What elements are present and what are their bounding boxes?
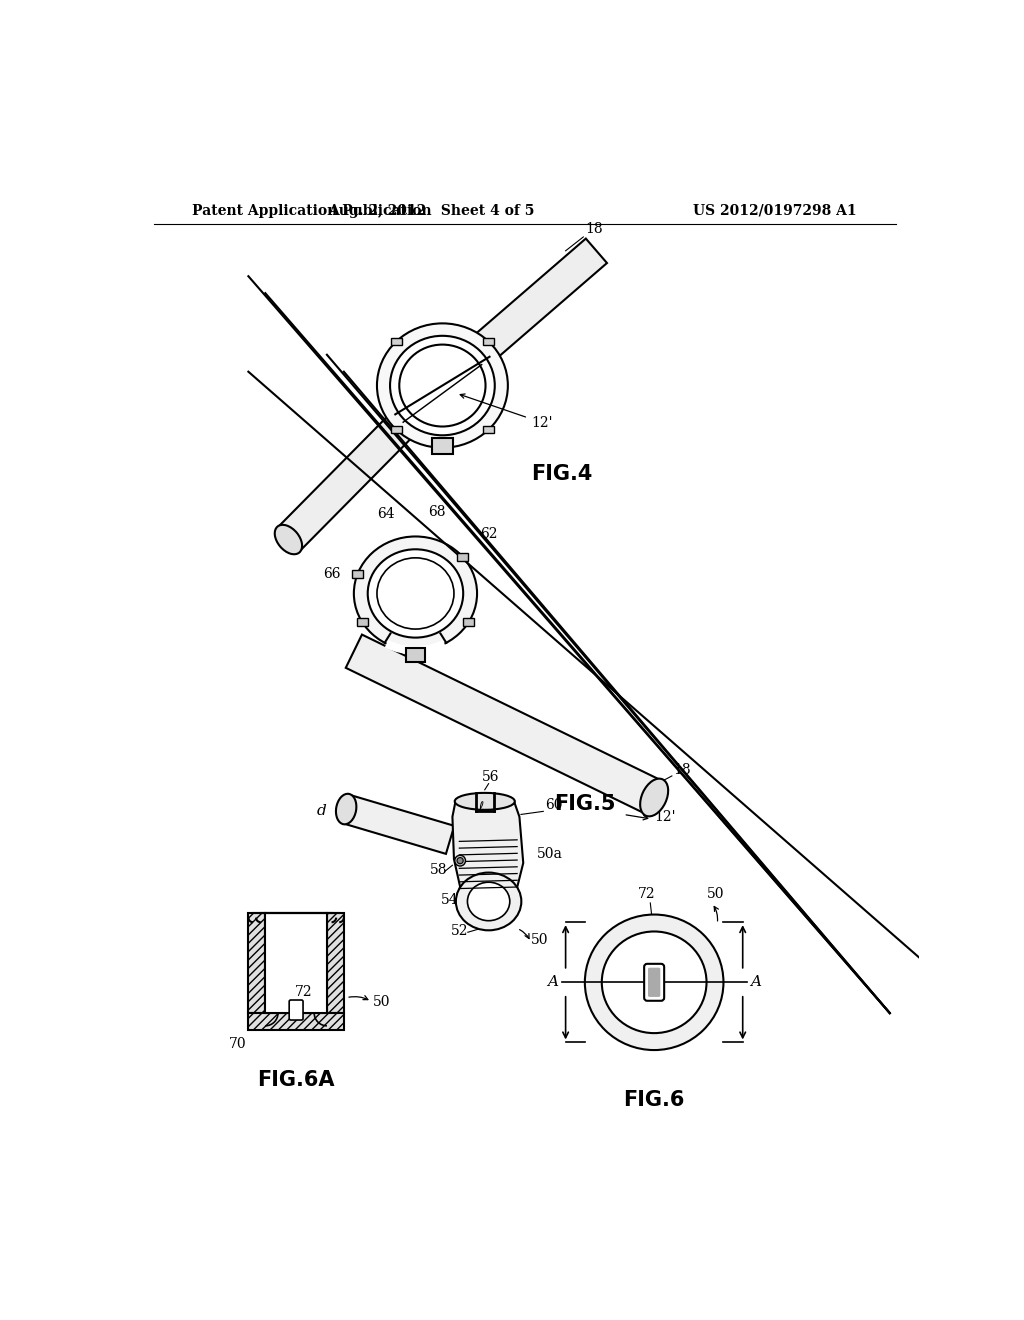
FancyBboxPatch shape xyxy=(391,425,401,433)
Polygon shape xyxy=(276,396,431,550)
FancyBboxPatch shape xyxy=(391,338,401,346)
FancyBboxPatch shape xyxy=(356,618,368,626)
Polygon shape xyxy=(455,239,607,376)
Text: 54: 54 xyxy=(441,892,459,907)
Text: d: d xyxy=(317,804,327,818)
Ellipse shape xyxy=(368,549,463,638)
Text: 12': 12' xyxy=(654,809,676,824)
Text: 64: 64 xyxy=(378,507,395,521)
Ellipse shape xyxy=(274,525,302,554)
FancyBboxPatch shape xyxy=(352,570,362,578)
Circle shape xyxy=(455,855,466,866)
FancyBboxPatch shape xyxy=(483,338,495,346)
Polygon shape xyxy=(342,795,455,854)
Text: 12': 12' xyxy=(460,393,553,429)
Text: A: A xyxy=(547,975,558,989)
Text: 72: 72 xyxy=(638,887,655,900)
Polygon shape xyxy=(249,1014,344,1030)
Text: 18: 18 xyxy=(674,763,691,777)
Text: 58: 58 xyxy=(430,863,447,878)
Text: 56: 56 xyxy=(482,770,500,784)
Text: US 2012/0197298 A1: US 2012/0197298 A1 xyxy=(692,203,856,218)
Text: $\ell$: $\ell$ xyxy=(477,800,484,813)
Text: FIG.6A: FIG.6A xyxy=(257,1071,335,1090)
Ellipse shape xyxy=(467,882,510,921)
Text: Aug. 2, 2012   Sheet 4 of 5: Aug. 2, 2012 Sheet 4 of 5 xyxy=(328,203,535,218)
Text: 18: 18 xyxy=(585,222,602,236)
Text: 68: 68 xyxy=(428,506,445,520)
Ellipse shape xyxy=(456,873,521,931)
Text: 52: 52 xyxy=(452,924,469,937)
Text: A: A xyxy=(751,975,761,989)
Text: 72: 72 xyxy=(295,985,312,999)
Text: 70: 70 xyxy=(228,1038,246,1051)
Ellipse shape xyxy=(640,779,669,816)
FancyBboxPatch shape xyxy=(458,553,468,561)
Ellipse shape xyxy=(455,793,515,810)
Ellipse shape xyxy=(354,536,477,651)
Ellipse shape xyxy=(602,932,707,1034)
Ellipse shape xyxy=(399,345,485,426)
FancyBboxPatch shape xyxy=(432,438,454,454)
Polygon shape xyxy=(346,635,663,814)
Text: 60: 60 xyxy=(545,799,562,812)
FancyBboxPatch shape xyxy=(289,1001,303,1020)
Ellipse shape xyxy=(585,915,724,1051)
Text: 66: 66 xyxy=(324,568,341,581)
Text: FIG.4: FIG.4 xyxy=(531,465,593,484)
FancyBboxPatch shape xyxy=(407,648,425,661)
Circle shape xyxy=(457,858,463,863)
Ellipse shape xyxy=(377,323,508,447)
FancyBboxPatch shape xyxy=(644,964,665,1001)
Text: FIG.6: FIG.6 xyxy=(624,1090,685,1110)
Text: Patent Application Publication: Patent Application Publication xyxy=(193,203,432,218)
FancyBboxPatch shape xyxy=(648,968,660,997)
FancyBboxPatch shape xyxy=(464,618,474,626)
Text: 50a: 50a xyxy=(538,846,563,861)
FancyBboxPatch shape xyxy=(483,425,495,433)
Polygon shape xyxy=(327,913,344,1014)
Ellipse shape xyxy=(377,558,454,630)
Text: 62: 62 xyxy=(480,527,498,541)
Polygon shape xyxy=(453,801,523,894)
Polygon shape xyxy=(249,913,265,1014)
Polygon shape xyxy=(265,913,327,1014)
Text: 50: 50 xyxy=(373,994,390,1008)
Text: FIG.5: FIG.5 xyxy=(554,793,615,813)
Text: 50: 50 xyxy=(531,933,549,946)
Ellipse shape xyxy=(336,793,356,824)
Text: 50: 50 xyxy=(707,887,724,900)
Ellipse shape xyxy=(390,335,495,436)
